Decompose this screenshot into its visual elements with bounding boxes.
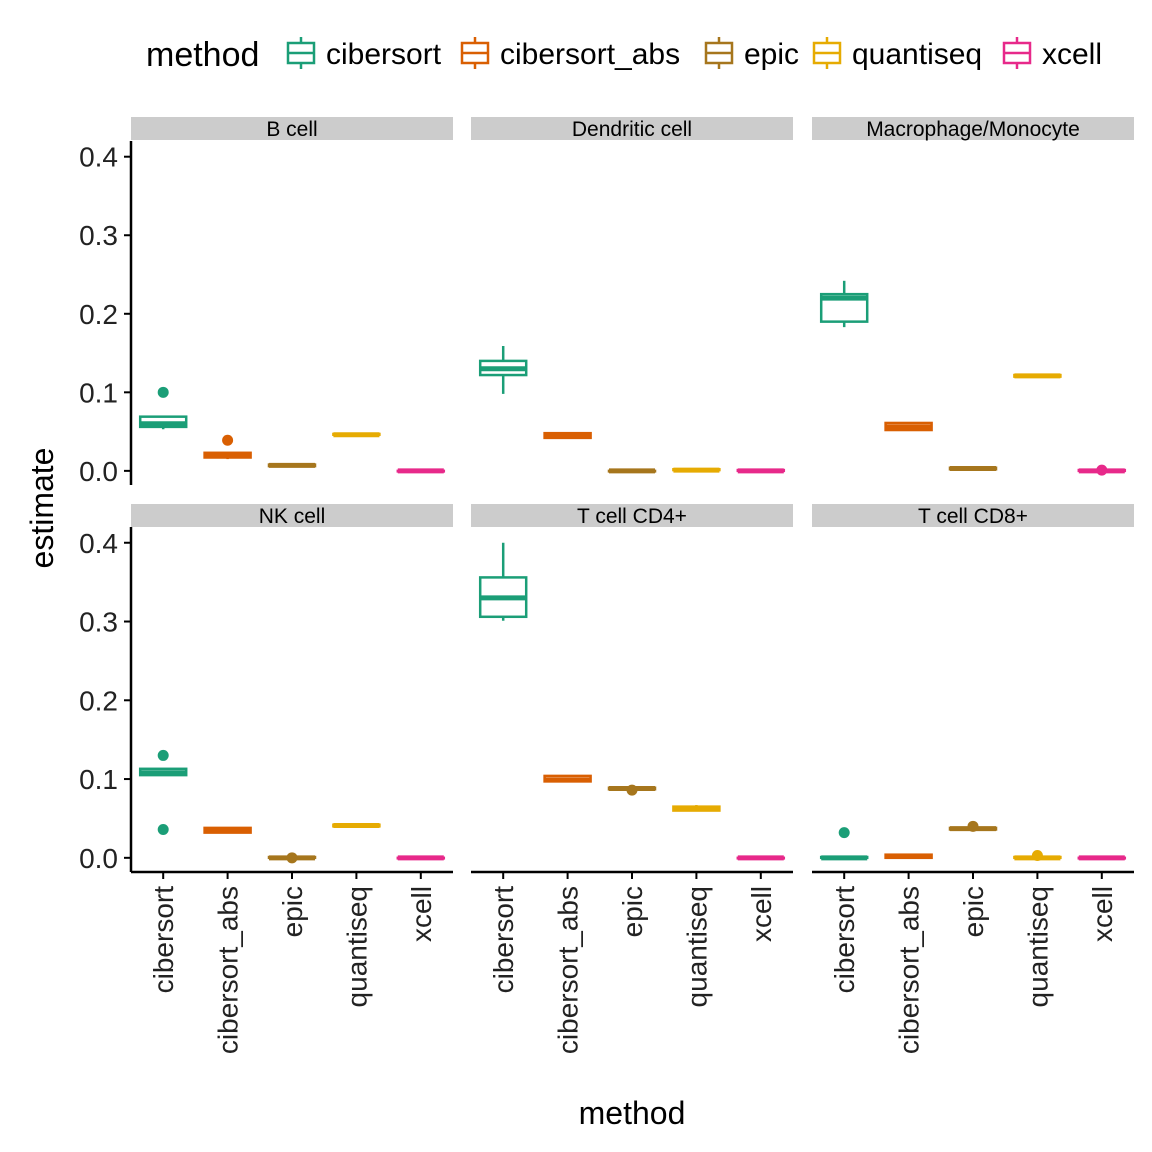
box-xcell — [396, 468, 446, 474]
legend-label: quantiseq — [852, 38, 982, 71]
legend-label: epic — [744, 38, 799, 71]
facet-strip — [471, 504, 793, 527]
x-tick-label: cibersort_abs — [894, 886, 925, 1054]
facet-title: Dendritic cell — [572, 118, 692, 141]
facet-strip — [131, 504, 453, 527]
x-tick-label: xcell — [746, 886, 777, 942]
x-tick-label: xcell — [1087, 886, 1118, 942]
box-xcell — [1077, 855, 1127, 861]
x-tick-label: quantiseq — [341, 886, 372, 1007]
outlier-point — [222, 434, 234, 446]
facet-title: T cell CD8+ — [918, 505, 1028, 528]
box-xcell — [736, 468, 786, 474]
facet-title: B cell — [266, 118, 317, 141]
box-cibersort — [138, 749, 188, 835]
panel-b-cell: B cell 0.0 0.1 0.2 0.3 0.4 — [79, 117, 453, 487]
y-tick-label: 0.3 — [79, 220, 118, 251]
x-tick-label: epic — [958, 886, 989, 937]
x-tick-label: cibersort_abs — [213, 886, 244, 1054]
legend-label: cibersort_abs — [500, 38, 680, 71]
panel-t-cell-cd4: T cell CD4+ cibersort cibersort_abs epic qua… — [471, 504, 793, 1054]
legend-item-cibersort-abs: cibersort_abs — [460, 37, 680, 71]
box-epic — [267, 462, 317, 468]
box-epic — [267, 852, 317, 864]
box-quantiseq — [1013, 849, 1062, 861]
x-tick-label: quantiseq — [681, 886, 712, 1007]
panel-dendritic-cell: Dendritic cell — [471, 117, 793, 474]
y-axis-title: estimate — [24, 448, 60, 569]
box-quantiseq — [332, 432, 381, 438]
box-quantiseq — [332, 823, 381, 829]
outlier-point — [626, 784, 638, 796]
box-cibersort — [819, 827, 869, 861]
box-cibersort-abs — [884, 853, 933, 860]
panel-macrophage-monocyte: Macrophage/Monocyte — [812, 117, 1134, 476]
legend-label: xcell — [1042, 38, 1102, 71]
box-cibersort-abs — [203, 826, 252, 834]
box-epic — [607, 468, 657, 474]
legend-item-cibersort: cibersort — [286, 37, 442, 71]
box-quantiseq — [1013, 373, 1062, 379]
facet-title: NK cell — [259, 505, 326, 528]
box-cibersort — [138, 386, 188, 430]
outlier-point — [157, 386, 169, 398]
box-quantiseq — [672, 805, 721, 812]
panel-t-cell-cd8: T cell CD8+ cibersort cibersort_abs epic qua… — [812, 504, 1134, 1054]
box-cibersort-abs — [203, 434, 252, 460]
y-tick-label: 0.3 — [79, 607, 118, 638]
outlier-point — [1031, 849, 1043, 861]
box-cibersort-abs — [543, 774, 592, 783]
box-cibersort-abs — [543, 431, 592, 440]
x-axis-title: method — [579, 1095, 686, 1131]
box-xcell — [396, 855, 446, 861]
y-tick-label: 0.1 — [79, 377, 118, 408]
legend-item-epic: epic — [704, 37, 799, 71]
outlier-point — [838, 827, 850, 839]
x-tick-label: cibersort — [148, 886, 179, 994]
y-tick-label: 0.0 — [79, 843, 118, 874]
x-tick-label: cibersort_abs — [553, 886, 584, 1054]
facet-strip — [812, 117, 1134, 140]
box-cibersort — [478, 542, 528, 621]
legend-item-xcell: xcell — [1002, 37, 1102, 71]
outlier-point — [157, 749, 169, 761]
box-xcell — [736, 855, 786, 861]
x-tick-label: cibersort — [488, 886, 519, 994]
legend-item-quantiseq: quantiseq — [812, 37, 982, 71]
box-cibersort — [478, 345, 528, 394]
panel-nk-cell: NK cell 0.0 0.1 0.2 0.3 0.4 cibersort cibersort… — [79, 504, 453, 1054]
legend-label: cibersort — [326, 38, 442, 71]
facet-strip — [471, 117, 793, 140]
x-tick-label: epic — [617, 886, 648, 937]
outlier-point — [157, 823, 169, 835]
y-tick-label: 0.1 — [79, 764, 118, 795]
facet-title: T cell CD4+ — [577, 505, 687, 528]
x-tick-label: cibersort — [829, 886, 860, 994]
facet-strip — [131, 117, 453, 140]
y-tick-label: 0.4 — [79, 142, 118, 173]
box-cibersort-abs — [884, 421, 933, 432]
y-tick-label: 0.4 — [79, 528, 118, 559]
outlier-point — [1096, 464, 1108, 476]
facet-panels: B cell 0.0 0.1 0.2 0.3 0.4 Dendritic cell Macro… — [79, 117, 1134, 1054]
legend: method cibersort cibersort_abs epic quantise… — [146, 36, 1102, 74]
legend-title: method — [146, 36, 259, 74]
x-tick-label: quantiseq — [1022, 886, 1053, 1007]
y-tick-label: 0.0 — [79, 456, 118, 487]
box-quantiseq — [672, 467, 721, 473]
outlier-point — [967, 820, 979, 832]
box-epic — [948, 466, 998, 472]
facet-title: Macrophage/Monocyte — [866, 118, 1080, 141]
y-tick-label: 0.2 — [79, 685, 118, 716]
box-epic — [948, 820, 998, 832]
facet-strip — [812, 504, 1134, 527]
y-tick-label: 0.2 — [79, 299, 118, 330]
box-cibersort — [819, 280, 869, 328]
box-xcell — [1077, 464, 1127, 476]
outlier-point — [286, 852, 298, 864]
x-tick-label: xcell — [406, 886, 437, 942]
x-tick-label: epic — [277, 886, 308, 937]
box-epic — [607, 784, 657, 796]
